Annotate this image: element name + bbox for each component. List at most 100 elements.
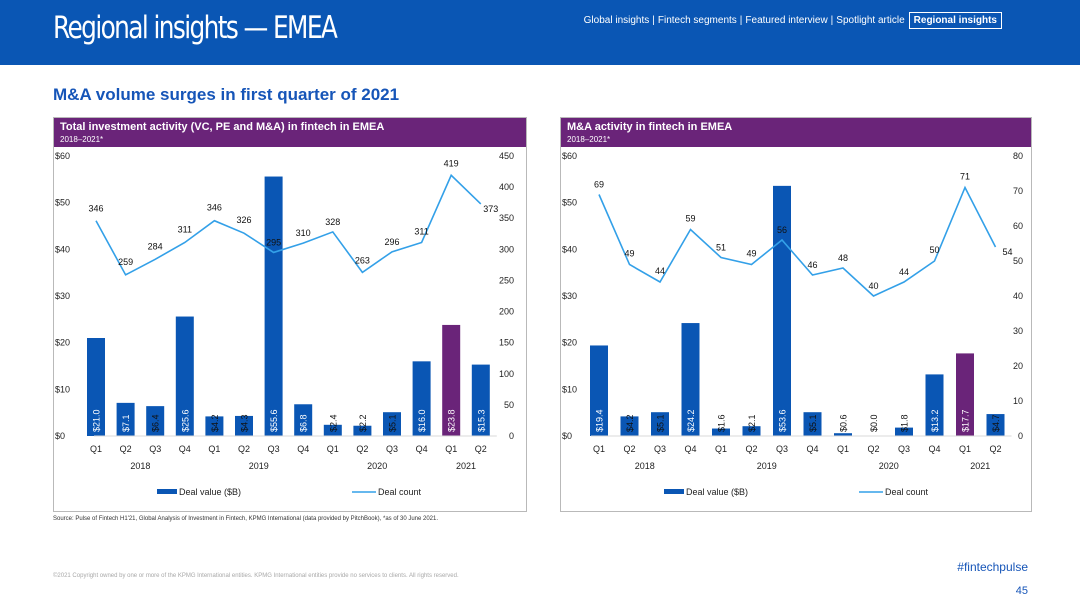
x-tick-label: Q2	[475, 444, 487, 454]
legend-label: Deal value ($B)	[686, 487, 748, 497]
bar	[590, 345, 608, 436]
x-tick-label: Q2	[867, 444, 879, 454]
x-tick-label: Q3	[149, 444, 161, 454]
nav-spotlight-article[interactable]: Spotlight article	[836, 15, 905, 26]
x-tick-label: Q3	[654, 444, 666, 454]
line-value-label: 46	[807, 260, 817, 270]
bar	[986, 414, 1005, 436]
nav-separator: |	[830, 15, 834, 26]
bar	[651, 412, 669, 436]
bar	[834, 433, 852, 436]
bar-value-label: $24.2	[686, 409, 696, 432]
deal-count-line	[95, 173, 482, 276]
line-value-label: 263	[355, 255, 370, 265]
y-right-tick-label: 30	[1013, 326, 1023, 336]
bar-value-label: $21.0	[92, 409, 102, 432]
y-left-tick-label: $40	[562, 244, 577, 254]
bar-value-label: $5.1	[388, 414, 398, 432]
y-left-tick-label: $0	[562, 431, 572, 441]
bar-value-label: $2.1	[747, 414, 757, 432]
y-right-tick-label: 100	[499, 369, 514, 379]
bar	[412, 361, 431, 436]
bar-value-label: $23.8	[447, 409, 457, 432]
legend-bar-swatch	[664, 489, 684, 494]
year-label: 2018	[635, 461, 655, 471]
line-value-label: 346	[88, 204, 103, 214]
y-right-tick-label: 300	[499, 244, 514, 254]
ma-activity-chart: $0 $10 $20 $30 $40 $50 $60 0 10 20 30 40 50 60 70 80 $19…	[562, 151, 1023, 497]
bar-value-label: $0.6	[839, 414, 849, 432]
bar-value-label: $16.0	[417, 409, 427, 432]
bar	[712, 428, 730, 436]
x-tick-label: Q1	[593, 444, 605, 454]
x-tick-label: Q2	[238, 444, 250, 454]
bar	[146, 406, 165, 436]
line-value-label: 44	[899, 267, 909, 277]
y-left-tick-label: $0	[55, 431, 65, 441]
bar	[471, 364, 490, 436]
y-left-tick-label: $40	[55, 244, 70, 254]
total-investment-chart: $0 $10 $20 $30 $40 $50 $60 0 50 100 150 200 250 300 35…	[55, 151, 514, 497]
line-value-label: 50	[929, 245, 939, 255]
y-left-tick-label: $30	[562, 291, 577, 301]
y-right-tick-label: 50	[1013, 256, 1023, 266]
bar-value-label: $4.3	[240, 414, 250, 432]
y-right-tick-label: 40	[1013, 291, 1023, 301]
x-tick-label: Q2	[623, 444, 635, 454]
bar-value-label: $6.4	[151, 414, 161, 432]
line-value-label: 373	[483, 204, 498, 214]
line-value-label: 419	[444, 158, 459, 168]
x-tick-label: Q1	[327, 444, 339, 454]
x-tick-label: Q4	[179, 444, 191, 454]
line-value-label: 311	[414, 226, 428, 236]
line-value-label: 71	[960, 172, 970, 182]
bar	[803, 412, 822, 436]
nav-featured-interview[interactable]: Featured interview	[745, 15, 828, 26]
legend-label: Deal count	[378, 487, 422, 497]
bar	[264, 176, 283, 436]
bar-value-label: $1.8	[900, 414, 910, 432]
x-tick-label: Q3	[898, 444, 910, 454]
bar-value-label: $5.1	[656, 414, 666, 432]
x-tick-label: Q3	[268, 444, 280, 454]
source-note: Source: Pulse of Fintech H1'21, Global A…	[53, 516, 439, 522]
page-number: 45	[1015, 585, 1028, 597]
line-value-label: 48	[838, 253, 848, 263]
bar	[383, 412, 401, 436]
bar	[205, 416, 224, 436]
nav-regional-insights[interactable]: Regional insights	[908, 12, 1002, 29]
year-label: 2021	[456, 461, 476, 471]
line-value-label: 311	[178, 224, 192, 234]
year-label: 2020	[879, 461, 899, 471]
x-tick-label: Q1	[837, 444, 849, 454]
bar	[773, 185, 791, 436]
y-right-tick-label: 60	[1013, 221, 1023, 231]
year-label: 2020	[367, 461, 387, 471]
x-tick-label: Q4	[684, 444, 696, 454]
line-value-label: 326	[236, 215, 251, 225]
bar-value-label: $25.6	[180, 409, 190, 432]
y-left-tick-label: $50	[55, 198, 70, 208]
bar	[956, 353, 974, 436]
x-tick-label: Q1	[90, 444, 102, 454]
line-value-label: 51	[716, 243, 726, 253]
nav-global-insights[interactable]: Global insights	[583, 15, 650, 26]
y-right-tick-label: 70	[1013, 186, 1023, 196]
line-value-label: 40	[868, 281, 878, 291]
bar-value-label: $4.7	[991, 414, 1001, 432]
bar	[925, 374, 944, 436]
nav-separator: |	[739, 15, 743, 26]
y-right-tick-label: 200	[499, 307, 514, 317]
nav-fintech-segments[interactable]: Fintech segments	[657, 15, 737, 26]
line-value-label: 328	[325, 217, 340, 227]
x-tick-label: Q4	[806, 444, 818, 454]
legend-label: Deal count	[885, 487, 929, 497]
y-right-tick-label: 20	[1013, 361, 1023, 371]
bar	[442, 324, 461, 436]
y-right-tick-label: 10	[1013, 396, 1023, 406]
bar-value-label: $13.2	[930, 409, 940, 432]
y-right-tick-label: 400	[499, 182, 514, 192]
bar	[353, 425, 372, 436]
x-tick-label: Q4	[297, 444, 309, 454]
hashtag-link[interactable]: #fintechpulse	[957, 560, 1028, 574]
